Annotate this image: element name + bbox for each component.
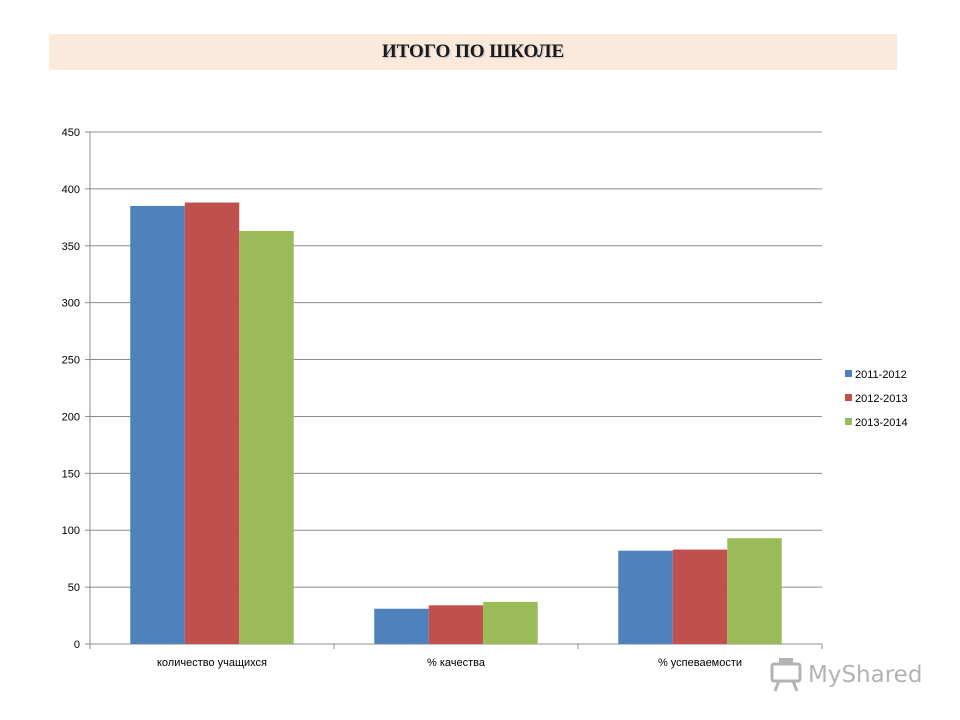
- bar: [374, 608, 429, 644]
- y-tick-label: 100: [62, 525, 80, 537]
- y-tick-label: 300: [62, 298, 80, 310]
- legend-label: 2013-2014: [855, 417, 908, 429]
- x-tick-label: количество учащихся: [157, 657, 267, 669]
- x-tick-label: % успеваемости: [658, 657, 742, 669]
- bar: [239, 230, 294, 644]
- page-title: ИТОГО ПО ШКОЛЕ: [381, 41, 565, 62]
- bar: [727, 538, 782, 644]
- y-tick-label: 450: [62, 127, 80, 139]
- legend-label: 2012-2013: [855, 393, 908, 405]
- legend-swatch: [845, 418, 852, 425]
- y-tick-label: 200: [62, 411, 80, 423]
- bar: [184, 202, 240, 644]
- y-tick-label: 350: [62, 241, 80, 253]
- y-tick-label: 50: [68, 582, 80, 594]
- bar: [130, 205, 185, 644]
- title-banner: ИТОГО ПО ШКОЛЕ: [49, 34, 897, 70]
- y-tick-label: 150: [62, 468, 80, 480]
- watermark-text: MyShared: [808, 662, 923, 688]
- legend-label: 2011-2012: [855, 369, 907, 381]
- bar: [483, 601, 538, 644]
- bar: [672, 549, 728, 644]
- bar: [618, 550, 673, 644]
- y-tick-label: 400: [62, 184, 80, 196]
- presentation-screen-icon: [770, 658, 802, 692]
- y-tick-label: 250: [62, 355, 80, 367]
- legend-swatch: [845, 370, 852, 377]
- watermark: MyShared: [768, 655, 922, 695]
- bar: [428, 605, 484, 644]
- legend-swatch: [845, 394, 852, 401]
- x-tick-label: % качества: [427, 657, 486, 669]
- y-tick-label: 0: [74, 639, 80, 651]
